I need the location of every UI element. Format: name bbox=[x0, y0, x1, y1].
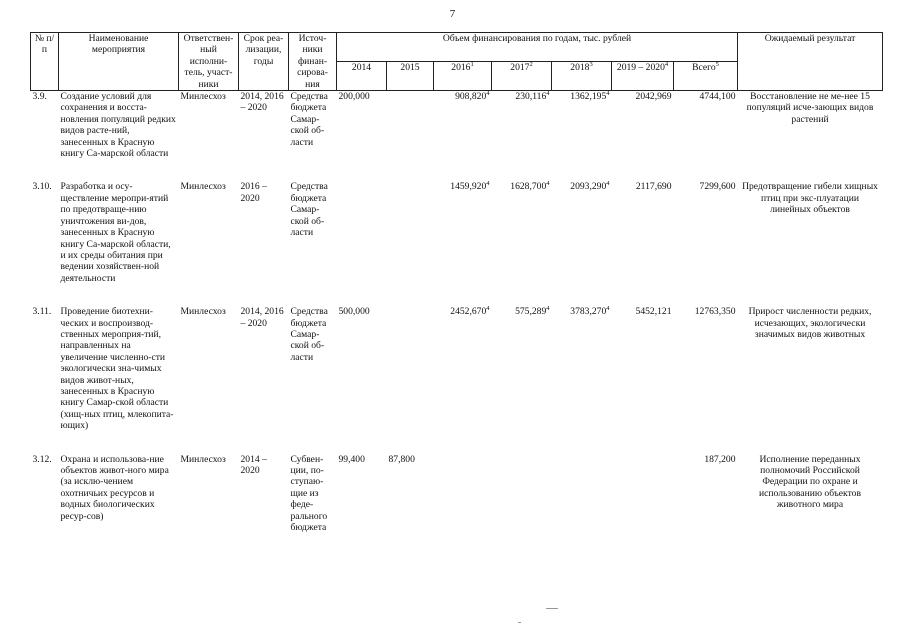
row-spacer bbox=[31, 284, 883, 306]
row-responsible: Минлесхоз bbox=[180, 306, 226, 318]
row-2018: 3783,2704 bbox=[570, 304, 610, 318]
row-source: Средства бюджета Самар-ской об-ласти bbox=[290, 91, 328, 148]
header-result: Ожидаемый результат bbox=[737, 31, 884, 92]
row-num: 3.9. bbox=[32, 91, 47, 103]
row-2019-2020: 2117,690 bbox=[635, 181, 672, 193]
row-result: Восстановление не ме-нее 15 популяций ис… bbox=[746, 91, 874, 125]
row-result: Исполнение переданных полномочий Российс… bbox=[759, 453, 861, 511]
row-term: 2016 – 2020 bbox=[240, 181, 267, 204]
header-name: Наименование мероприятия bbox=[58, 31, 179, 92]
header-row-top: № п/п Наименование мероприятия Ответстве… bbox=[30, 31, 884, 92]
row-name: Создание условий для сохранения и восста… bbox=[60, 91, 176, 160]
row-2014: 200,000 bbox=[338, 91, 370, 103]
row-name: Охрана и использова-ние объектов живот-н… bbox=[60, 453, 169, 522]
row-term: 2014, 2016 – 2020 bbox=[240, 306, 284, 329]
row-2017: 1628,7004 bbox=[510, 180, 550, 193]
row-term: 2014 – 2020 bbox=[240, 453, 267, 476]
row-2015 bbox=[387, 91, 434, 160]
header-2016: 20161 bbox=[433, 61, 492, 92]
row-2017: 230,1164 bbox=[515, 89, 550, 103]
row-num: 3.11. bbox=[32, 306, 52, 318]
row-total: 4744,100 bbox=[699, 91, 736, 103]
row-2018: 2093,2904 bbox=[570, 180, 610, 193]
row-2016 bbox=[434, 454, 492, 534]
table-row: 3.10. Разработка и осу-ществление меропр… bbox=[31, 181, 883, 284]
row-2018: 1362,1954 bbox=[570, 89, 610, 103]
table-row: 3.9. Создание условий для сохранения и в… bbox=[31, 89, 883, 160]
row-2014: 500,000 bbox=[338, 306, 370, 318]
row-result: Предотвращение гибели хищных птиц при эк… bbox=[742, 181, 878, 216]
row-total: 187,200 bbox=[704, 453, 736, 465]
row-2019-2020: 5452,121 bbox=[635, 306, 672, 318]
row-2014: 99,400 bbox=[338, 453, 365, 465]
row-total: 12763,350 bbox=[694, 306, 736, 318]
row-responsible: Минлесхоз bbox=[180, 453, 226, 465]
row-responsible: Минлесхоз bbox=[180, 181, 226, 193]
row-2014 bbox=[337, 181, 387, 284]
row-spacer bbox=[31, 432, 883, 454]
row-2015 bbox=[387, 181, 434, 284]
page-number: 7 bbox=[449, 8, 456, 20]
header-2017: 20172 bbox=[491, 61, 552, 92]
header-responsible: Ответствен-ный исполни-тель, участ-ники bbox=[178, 31, 239, 92]
table-row: 3.12. Охрана и использова-ние объектов ж… bbox=[31, 454, 883, 534]
row-2015: 87,800 bbox=[388, 453, 415, 465]
row-2019-2020 bbox=[612, 454, 674, 534]
row-source: Средства бюджета Самар-ской об-ласти bbox=[290, 306, 328, 363]
row-2017 bbox=[492, 454, 552, 534]
header-2014: 2014 bbox=[336, 61, 387, 92]
row-num: 3.10. bbox=[32, 181, 52, 193]
row-name: Разработка и осу-ществление меропри-ятий… bbox=[60, 181, 171, 284]
row-2016: 2452,6704 bbox=[450, 304, 490, 318]
header-total: Всего5 bbox=[672, 61, 739, 92]
header-2018: 20183 bbox=[551, 61, 612, 92]
scan-speck bbox=[518, 622, 521, 623]
header-funding-group: Объем финансирования по годам, тыс. рубл… bbox=[335, 31, 739, 63]
row-term: 2014, 2016 – 2020 bbox=[240, 91, 284, 114]
header-2015: 2015 bbox=[386, 61, 434, 92]
header-row-years: 2014 2015 20161 20172 20183 2019 – 20204… bbox=[31, 61, 883, 92]
row-result: Прирост численности редких, исчезающих, … bbox=[748, 306, 872, 340]
row-num: 3.12. bbox=[32, 453, 52, 465]
row-2015 bbox=[387, 306, 434, 431]
row-2016: 1459,9204 bbox=[450, 180, 490, 193]
funding-table: № п/п Наименование мероприятия Ответстве… bbox=[30, 31, 884, 534]
row-2019-2020: 2042,969 bbox=[635, 91, 672, 103]
header-source: Источ-ники финан-сирова-ния bbox=[288, 31, 337, 92]
scan-speck bbox=[546, 608, 558, 609]
row-2016: 908,8204 bbox=[455, 89, 490, 103]
row-name: Проведение биотехни-ческих и воспроизвод… bbox=[60, 306, 174, 432]
row-source: Субвен-ции, по-ступаю-щие из феде-рально… bbox=[290, 453, 328, 534]
row-2018 bbox=[552, 454, 612, 534]
row-total: 7299,600 bbox=[699, 181, 736, 193]
header-term: Срок реа-лизации, годы bbox=[238, 31, 289, 92]
row-source: Средства бюджета Самар-ской об-ласти bbox=[290, 181, 328, 239]
header-num: № п/п bbox=[30, 31, 59, 92]
row-spacer bbox=[31, 159, 883, 181]
table-row: 3.11. Проведение биотехни-ческих и воспр… bbox=[31, 304, 883, 432]
row-2017: 575,2894 bbox=[515, 304, 550, 318]
row-responsible: Минлесхоз bbox=[180, 91, 226, 103]
header-2019-2020: 2019 – 20204 bbox=[611, 61, 674, 92]
